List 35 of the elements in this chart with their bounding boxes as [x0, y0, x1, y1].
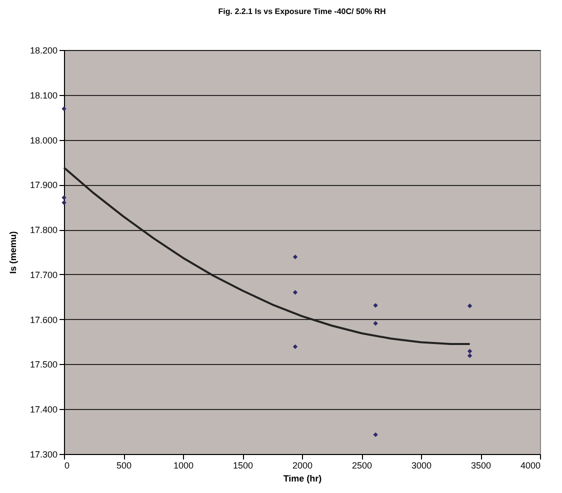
point: [467, 304, 472, 308]
line-series: [63, 166, 471, 346]
point: [62, 106, 66, 112]
y-tick-label: 18.200: [30, 46, 58, 56]
point: [62, 200, 66, 205]
y-axis-title: Is (memu): [8, 231, 18, 274]
y-tick-label: 17.900: [30, 180, 58, 190]
chart-title: Fig. 2.2.1 Is vs Exposure Time -40C/ 50% RH: [218, 7, 386, 16]
point: [292, 290, 298, 295]
point: [62, 195, 66, 200]
x-tick-label: 0: [64, 460, 70, 470]
point: [292, 254, 298, 260]
y-tick-label: 17.600: [30, 314, 58, 325]
point: [467, 353, 472, 358]
point: [373, 321, 378, 326]
y-tick-label: 18.000: [30, 135, 58, 146]
y-tick-label: 17.700: [30, 270, 58, 280]
x-tick-label: 3500: [470, 460, 492, 470]
x-tick-label: 1500: [232, 460, 254, 470]
y-tick-label: 17.500: [30, 360, 58, 370]
point: [373, 303, 378, 308]
x-tick-label: 500: [116, 460, 132, 470]
point: [467, 348, 472, 354]
x-tick-label: 1000: [173, 460, 194, 470]
y-tick-label: 17.400: [30, 404, 58, 415]
x-tick-label: 3000: [411, 460, 432, 470]
y-tick-label: 18.100: [30, 90, 58, 100]
point: [292, 344, 298, 350]
y-tick-label: 17.300: [30, 450, 58, 460]
x-axis-title: Time (hr): [283, 474, 322, 484]
point: [373, 432, 378, 438]
x-tick-label: 2000: [292, 460, 313, 470]
x-tick-label: 2500: [352, 460, 372, 470]
x-tick-label: 4000: [520, 460, 540, 470]
y-tick-label: 17.800: [30, 225, 58, 236]
